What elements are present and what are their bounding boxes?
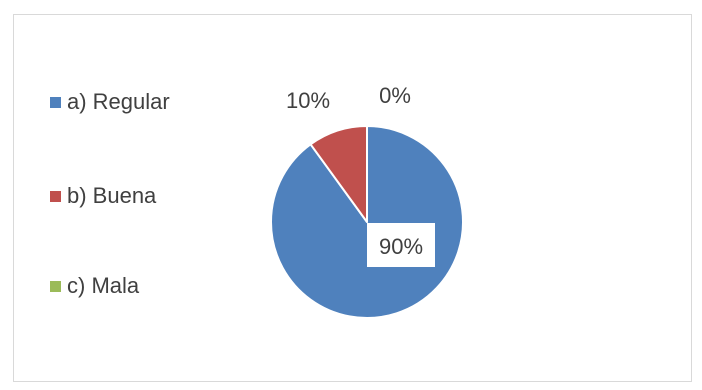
pie-data-labels: 90% 10% 0% [286,83,435,267]
legend-item-mala: c) Mala [50,271,139,301]
legend-item-regular: a) Regular [50,87,170,117]
legend-swatch-mala [50,280,61,292]
data-label-mala: 0% [379,83,411,108]
data-label-buena: 10% [286,88,330,113]
legend-swatch-buena [50,190,61,202]
data-label-bg-regular [367,223,435,267]
legend-label-mala: c) Mala [67,273,140,298]
legend-label-buena: b) Buena [67,183,157,208]
data-label-regular: 90% [379,234,423,259]
legend-swatch-regular [50,96,61,108]
pie-slice-buena [309,125,368,223]
legend-label-regular: a) Regular [67,89,170,114]
pie-slices [270,125,464,319]
legend-item-buena: b) Buena [50,181,156,211]
